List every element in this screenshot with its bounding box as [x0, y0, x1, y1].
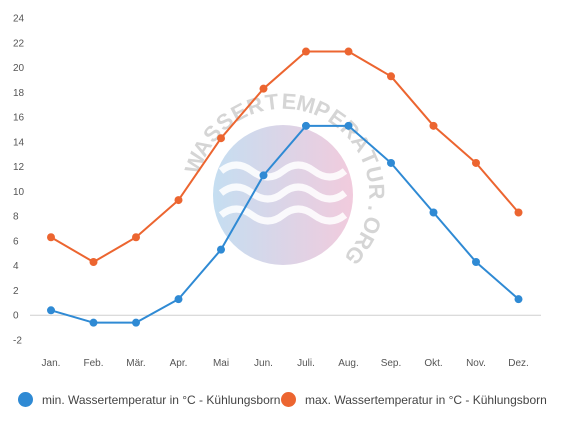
y-tick-label: 12 — [13, 162, 25, 173]
legend-item-max[interactable]: max. Wassertemperatur in °C - Kühlungsbo… — [281, 392, 547, 407]
series-max-point[interactable] — [89, 258, 98, 267]
series-max-point[interactable] — [174, 196, 183, 205]
series-max — [47, 47, 523, 267]
x-tick-label: Apr. — [170, 358, 188, 369]
y-tick-label: 20 — [13, 63, 25, 74]
y-tick-label: 18 — [13, 88, 25, 99]
series-min-point[interactable] — [259, 171, 268, 180]
series-min-line — [50, 124, 520, 324]
x-tick-label: Nov. — [466, 358, 486, 369]
series-min-point[interactable] — [217, 245, 225, 254]
legend-max-label: max. Wassertemperatur in °C - Kühlungsbo… — [305, 392, 547, 407]
y-tick-label: 10 — [13, 187, 25, 198]
y-tick-label: 24 — [13, 14, 25, 25]
y-tick-label: 22 — [13, 38, 25, 49]
watermark-wave — [218, 183, 348, 203]
x-tick-label: Juli. — [297, 358, 315, 369]
watermark-letter: R — [364, 183, 390, 200]
watermark-letter: E — [281, 89, 297, 115]
series-min-point[interactable] — [89, 318, 98, 327]
legend: min. Wassertemperatur in °C - Kühlungsbo… — [0, 392, 565, 420]
y-tick-label: 8 — [13, 212, 19, 223]
x-tick-label: Mär. — [126, 358, 145, 369]
series-min — [47, 121, 523, 327]
series-min-point[interactable] — [344, 121, 353, 130]
y-tick-label: -2 — [13, 336, 22, 347]
series-max-point[interactable] — [132, 233, 140, 242]
x-tick-label: Okt. — [424, 358, 442, 369]
series-max-point[interactable] — [472, 158, 480, 167]
y-tick-label: 6 — [13, 236, 19, 247]
y-tick-label: 14 — [13, 137, 25, 148]
series-layer — [47, 47, 523, 327]
series-min-point[interactable] — [174, 295, 183, 304]
series-max-point[interactable] — [344, 47, 353, 56]
x-tick-label: Jun. — [254, 358, 273, 369]
watermark-letter: M — [294, 90, 318, 119]
series-min-point[interactable] — [514, 295, 523, 304]
legend-item-min[interactable]: min. Wassertemperatur in °C - Kühlungsbo… — [18, 392, 280, 407]
x-tick-label: Aug. — [338, 358, 359, 369]
series-min-point[interactable] — [47, 306, 55, 315]
series-min-point[interactable] — [132, 318, 140, 327]
y-tick-label: 2 — [13, 286, 19, 297]
y-tick-label: 16 — [13, 113, 25, 124]
series-max-point[interactable] — [47, 233, 55, 242]
y-tick-label: 4 — [13, 261, 19, 272]
series-max-point[interactable] — [514, 208, 523, 217]
x-tick-label: Jan. — [42, 358, 61, 369]
series-max-point[interactable] — [217, 134, 225, 143]
series-max-line — [50, 50, 520, 264]
legend-min-marker — [18, 392, 33, 407]
x-tick-label: Dez. — [508, 358, 529, 369]
series-max-point[interactable] — [387, 72, 395, 81]
watermark-letter: R — [244, 91, 267, 120]
series-min-point[interactable] — [387, 158, 395, 167]
x-tick-label: Mai — [213, 358, 229, 369]
watermark-letter: . — [363, 204, 389, 214]
x-tick-label: Feb. — [83, 358, 103, 369]
legend-min-label: min. Wassertemperatur in °C - Kühlungsbo… — [42, 392, 281, 407]
series-max-point[interactable] — [429, 121, 438, 130]
watermark-letter: U — [360, 164, 388, 185]
legend-max-marker — [281, 392, 296, 407]
watermark-wave — [218, 161, 348, 181]
y-tick-label: 0 — [13, 311, 19, 322]
x-axis: Jan. Feb. Mär. Apr. Mai Jun. Juli. Aug. Sep. Okt.… — [30, 314, 541, 369]
series-min-point[interactable] — [429, 208, 438, 217]
series-min-point[interactable] — [472, 258, 480, 267]
series-min-point[interactable] — [302, 121, 310, 130]
x-tick-label: Sep. — [381, 358, 402, 369]
series-max-point[interactable] — [302, 47, 310, 56]
series-max-point[interactable] — [259, 84, 268, 93]
watermark-letter: T — [264, 89, 281, 115]
